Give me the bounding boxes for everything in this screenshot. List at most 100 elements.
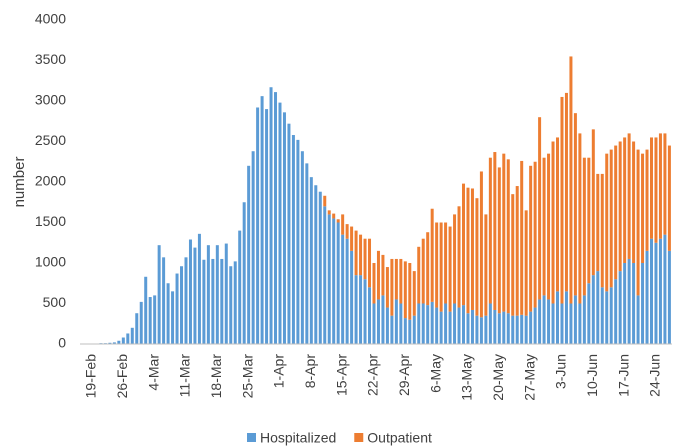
y-tick-label: 4000	[35, 11, 66, 27]
bar	[502, 311, 506, 344]
bar	[435, 222, 439, 308]
bar	[300, 151, 304, 344]
bar	[569, 56, 573, 304]
bar	[327, 214, 331, 344]
bar	[197, 233, 201, 344]
bar	[591, 129, 595, 276]
y-tick-label: 0	[58, 335, 66, 351]
x-tick-label: 10-Jun	[584, 354, 600, 397]
bar	[291, 135, 295, 344]
bar	[556, 291, 560, 344]
bar	[470, 188, 474, 310]
bar	[547, 153, 551, 300]
x-tick-label: 22-Apr	[365, 354, 381, 396]
bar	[430, 208, 434, 302]
bar	[462, 183, 466, 306]
bar	[542, 157, 546, 296]
y-tick-label: 2000	[35, 173, 66, 189]
legend-swatch	[247, 433, 256, 442]
bar	[667, 250, 671, 344]
y-tick-label: 3000	[35, 92, 66, 108]
x-tick-label: 18-Mar	[208, 354, 224, 399]
bar	[636, 149, 640, 296]
bar	[332, 218, 336, 344]
bar	[578, 133, 582, 304]
bar	[596, 173, 600, 272]
x-tick-label: 11-Mar	[177, 354, 193, 398]
bar	[117, 340, 121, 344]
bar	[265, 109, 269, 344]
bar	[605, 291, 609, 344]
bar	[215, 245, 219, 344]
bar	[663, 234, 667, 344]
bar	[417, 303, 421, 344]
bar	[497, 313, 501, 344]
bar	[354, 275, 358, 344]
bar	[600, 287, 604, 344]
bar	[538, 117, 542, 300]
bar	[269, 87, 273, 344]
x-tick-label: 24-Jun	[647, 354, 663, 397]
bar	[448, 226, 452, 312]
bar	[573, 295, 577, 344]
bar	[654, 137, 658, 243]
bar	[466, 313, 470, 344]
bar	[439, 222, 443, 312]
bar	[515, 315, 519, 344]
bar	[475, 198, 479, 316]
bar	[453, 214, 457, 304]
bar	[421, 303, 425, 344]
bar	[587, 283, 591, 344]
x-tick-label: 1-Apr	[271, 354, 287, 389]
y-tick-label: 2500	[35, 132, 66, 148]
bar	[130, 327, 134, 344]
bar	[435, 307, 439, 344]
x-tick-label: 3-Jun	[553, 354, 569, 389]
bar	[658, 133, 662, 239]
bar	[260, 96, 264, 344]
legend-swatch	[354, 433, 364, 442]
bar	[372, 263, 376, 304]
bar	[444, 222, 448, 304]
bar	[376, 250, 380, 300]
bar	[529, 165, 533, 312]
x-tick-label: 25-Mar	[239, 354, 255, 399]
bar	[368, 238, 372, 288]
bar	[323, 195, 327, 207]
bar	[368, 287, 372, 344]
bar	[542, 295, 546, 344]
bar	[573, 113, 577, 296]
bar	[506, 159, 510, 314]
bar	[363, 279, 367, 344]
bar	[623, 263, 627, 344]
bar	[470, 309, 474, 344]
bar	[180, 266, 184, 344]
bar	[350, 226, 354, 251]
x-tick-label: 6-May	[427, 354, 443, 393]
bar	[502, 153, 506, 312]
bar	[650, 238, 653, 344]
bar	[359, 275, 363, 344]
bar	[551, 303, 555, 344]
bar	[582, 295, 586, 344]
bar	[506, 313, 510, 344]
bar	[462, 305, 466, 344]
legend-label: Outpatient	[367, 430, 432, 446]
bar	[493, 152, 497, 310]
bar	[430, 301, 434, 344]
bar	[591, 275, 595, 344]
x-tick-label: 19-Feb	[83, 354, 99, 399]
bar	[139, 301, 143, 344]
bar	[667, 145, 671, 251]
bar	[641, 153, 645, 263]
x-tick-label: 8-Apr	[302, 354, 318, 389]
bar	[466, 187, 470, 314]
bar	[341, 234, 345, 344]
bar	[457, 206, 461, 308]
bar	[345, 238, 349, 344]
bar	[224, 243, 228, 344]
bar	[206, 245, 210, 344]
bar	[157, 245, 161, 344]
bar	[341, 214, 345, 235]
